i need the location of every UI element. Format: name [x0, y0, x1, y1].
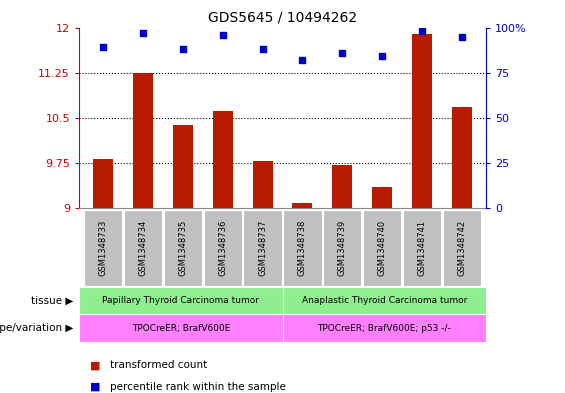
Text: GSM1348736: GSM1348736	[218, 219, 227, 276]
Bar	[164, 210, 202, 286]
Point	[458, 33, 467, 40]
Text: GSM1348737: GSM1348737	[258, 219, 267, 276]
Bar	[173, 125, 193, 208]
Bar	[443, 210, 481, 286]
Bar	[282, 314, 486, 342]
Text: tissue ▶: tissue ▶	[31, 296, 73, 306]
Text: percentile rank within the sample: percentile rank within the sample	[110, 382, 286, 392]
Bar	[124, 210, 162, 286]
Text: TPOCreER; BrafV600E: TPOCreER; BrafV600E	[132, 324, 230, 332]
Bar	[203, 210, 242, 286]
Bar	[244, 210, 282, 286]
Bar	[79, 287, 282, 314]
Title: GDS5645 / 10494262: GDS5645 / 10494262	[208, 11, 357, 25]
Bar	[133, 73, 153, 208]
Text: GSM1348734: GSM1348734	[138, 219, 147, 276]
Bar	[372, 187, 392, 208]
Bar	[79, 314, 282, 342]
Bar	[282, 287, 486, 314]
Point	[218, 31, 227, 38]
Point	[98, 44, 107, 51]
Bar	[332, 165, 353, 208]
Bar	[293, 204, 312, 208]
Point	[258, 46, 267, 52]
Bar	[93, 159, 113, 208]
Text: GSM1348742: GSM1348742	[458, 220, 467, 275]
Bar	[283, 210, 321, 286]
Bar	[403, 210, 441, 286]
Bar	[412, 33, 432, 208]
Text: GSM1348740: GSM1348740	[378, 220, 386, 275]
Text: ■: ■	[90, 360, 101, 371]
Point	[418, 28, 427, 34]
Text: TPOCreER; BrafV600E; p53 -/-: TPOCreER; BrafV600E; p53 -/-	[318, 324, 451, 332]
Bar	[212, 111, 233, 208]
Bar	[452, 107, 472, 208]
Text: genotype/variation ▶: genotype/variation ▶	[0, 323, 73, 333]
Text: GSM1348738: GSM1348738	[298, 219, 307, 276]
Point	[338, 50, 347, 56]
Text: GSM1348741: GSM1348741	[418, 220, 427, 275]
Bar	[84, 210, 122, 286]
Text: GSM1348739: GSM1348739	[338, 219, 347, 276]
Text: transformed count: transformed count	[110, 360, 207, 371]
Point	[179, 46, 188, 52]
Text: GSM1348733: GSM1348733	[98, 219, 107, 276]
Bar	[363, 210, 401, 286]
Text: Papillary Thyroid Carcinoma tumor: Papillary Thyroid Carcinoma tumor	[102, 296, 259, 305]
Point	[138, 30, 147, 36]
Text: GSM1348735: GSM1348735	[179, 219, 187, 276]
Point	[377, 53, 386, 60]
Text: Anaplastic Thyroid Carcinoma tumor: Anaplastic Thyroid Carcinoma tumor	[302, 296, 467, 305]
Bar	[253, 161, 272, 208]
Point	[298, 57, 307, 63]
Text: ■: ■	[90, 382, 101, 392]
Bar	[323, 210, 362, 286]
